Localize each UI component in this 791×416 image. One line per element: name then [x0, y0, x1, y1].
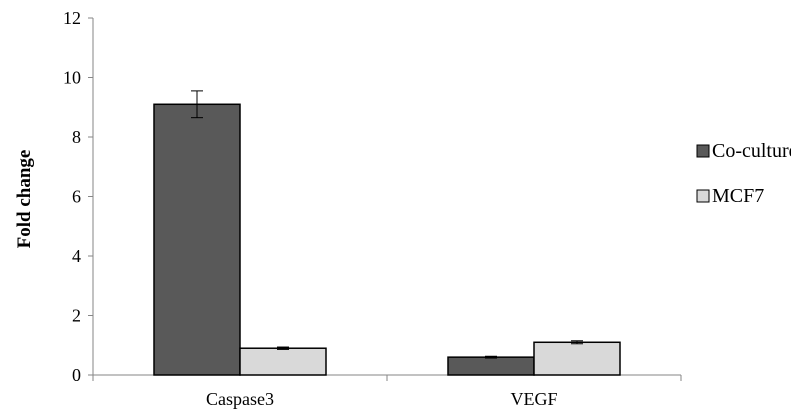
error-bars: [191, 90, 583, 359]
y-tick-label: 0: [72, 365, 81, 385]
bars: [153, 103, 621, 376]
legend-label: MCF7: [712, 185, 764, 207]
y-tick-label: 6: [72, 187, 81, 207]
bar-mcf7-vegf: [533, 341, 621, 376]
y-tick-label: 10: [63, 68, 81, 88]
bar-mcf7-caspase3: [239, 347, 327, 376]
legend-swatch: [696, 144, 710, 158]
y-tick-label: 2: [72, 306, 81, 326]
y-tick-label: 12: [63, 8, 81, 28]
legend-label: Co-culture: [712, 140, 791, 162]
legend: Co-culture MCF7: [696, 140, 791, 207]
x-axis: Caspase3 VEGF: [92, 374, 682, 409]
legend-swatch: [696, 189, 710, 203]
y-axis-title: Fold change: [14, 150, 35, 249]
x-tick-label: Caspase3: [206, 389, 274, 409]
y-tick-label: 8: [72, 127, 81, 147]
y-tick-label: 4: [72, 246, 81, 266]
x-tick-label: VEGF: [510, 389, 557, 409]
bar-co-culture-vegf: [447, 356, 535, 376]
bar-co-culture-caspase3: [153, 103, 241, 376]
y-axis: 0 2 4 6 8 10 12: [63, 8, 94, 385]
